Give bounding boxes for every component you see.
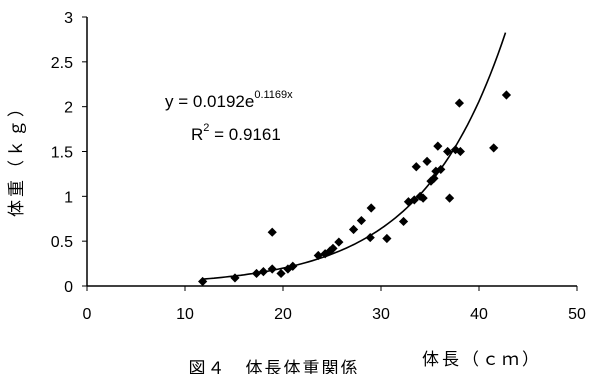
data-point	[455, 146, 465, 157]
data-point	[276, 268, 286, 279]
y-tick-label: 0	[64, 279, 73, 296]
data-point	[422, 156, 432, 166]
data-point	[443, 146, 453, 157]
trendline-curve	[202, 32, 507, 280]
data-point	[489, 143, 499, 153]
x-axis-label: 体長（ｃｍ）	[422, 350, 542, 369]
data-point	[365, 232, 375, 243]
x-tick-label: 20	[274, 306, 292, 323]
data-point	[356, 215, 366, 226]
y-tick-label: 2.5	[51, 55, 73, 72]
x-tick-label: 0	[83, 306, 92, 323]
data-point	[429, 173, 439, 183]
data-point	[501, 90, 512, 100]
trendline	[202, 32, 507, 280]
x-tick-label: 50	[568, 306, 586, 323]
trend-equation: y = 0.0192e0.1169x	[165, 89, 293, 111]
data-point	[366, 203, 376, 213]
r-squared-exponent: 2	[203, 122, 209, 134]
data-point	[409, 195, 419, 205]
data-point	[411, 162, 421, 172]
data-point	[325, 246, 335, 256]
data-point	[267, 227, 277, 237]
data-point	[313, 250, 323, 261]
data-points	[198, 90, 512, 287]
y-tick-label: 2	[64, 100, 73, 117]
data-point	[328, 243, 338, 253]
data-point	[334, 237, 344, 247]
data-point	[230, 273, 240, 283]
r-squared-base: R	[191, 125, 203, 144]
data-point	[454, 98, 464, 108]
data-point	[198, 276, 208, 287]
data-point	[258, 267, 268, 277]
y-axis-label: 体重（ｋｇ）	[7, 97, 26, 217]
data-point	[283, 264, 293, 274]
data-point	[348, 224, 359, 235]
figure-caption: 図４ 体長体重関係	[189, 359, 360, 374]
x-tick-label: 40	[470, 306, 488, 323]
data-point	[267, 264, 277, 274]
x-tick-label: 30	[372, 306, 390, 323]
data-point	[433, 141, 443, 151]
data-point	[288, 261, 298, 271]
tick-labels: 0 10 20 30 40 50 0 0.5 1 1.5 2 2.5 3	[51, 10, 586, 323]
data-point	[436, 164, 446, 175]
y-tick-label: 3	[64, 10, 73, 27]
data-point	[418, 193, 428, 203]
trend-equation-exponent: 0.1169x	[254, 89, 293, 101]
r-squared: R2 = 0.9161	[191, 122, 281, 144]
data-point	[445, 193, 455, 203]
y-tick-label: 0.5	[51, 234, 73, 251]
data-point	[251, 268, 262, 279]
y-tick-label: 1	[64, 189, 73, 206]
data-point	[382, 233, 392, 244]
x-tick-label: 10	[176, 306, 194, 323]
trend-equation-base: y = 0.0192e	[165, 92, 254, 111]
r-squared-value: = 0.9161	[209, 125, 280, 144]
data-point	[398, 216, 409, 227]
y-tick-label: 1.5	[51, 145, 73, 162]
